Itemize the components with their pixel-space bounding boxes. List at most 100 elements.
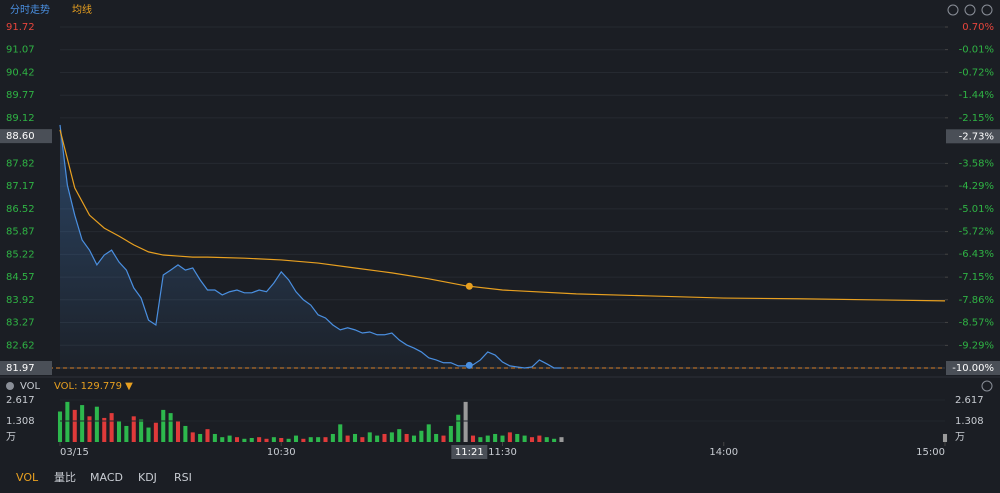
y2-tick-label: -7.15% [959, 272, 994, 283]
volume-bar [493, 433, 498, 442]
price-mark-label: 81.97 [6, 363, 35, 374]
volume-bar [323, 437, 328, 442]
volume-bar [72, 409, 77, 442]
volume-bar [456, 414, 461, 442]
x-tick-label: 15:00 [916, 447, 945, 458]
pct-mark-box [946, 129, 1000, 144]
y2-tick-label: -5.01% [959, 204, 994, 215]
volume-bar [345, 435, 350, 442]
y-tick-label: 83.27 [6, 318, 35, 329]
indicator-tab[interactable]: VOL [16, 471, 39, 484]
volume-bar [485, 435, 490, 442]
volume-bar [330, 433, 335, 442]
price-mark-label: 88.60 [6, 131, 35, 142]
volume-bar [183, 425, 188, 442]
y2-tick-label: -5.72% [959, 227, 994, 238]
vol-tick-label: 2.617 [6, 395, 35, 406]
tab-average[interactable]: 均线 [72, 3, 92, 16]
volume-bar [308, 437, 313, 442]
tab-intraday[interactable]: 分时走势 [10, 3, 50, 16]
volume-bar [80, 405, 85, 442]
y2-tick-label: -0.01% [959, 45, 994, 56]
volume-bar [264, 438, 269, 442]
vol-tick-label-right: 2.617 [955, 395, 984, 406]
pct-mark-label: -10.00% [952, 363, 994, 374]
y-tick-label: 85.22 [6, 249, 35, 260]
x-tick-label: 03/15 [60, 447, 89, 458]
vol-tick-label-right: 1.308 [955, 416, 984, 427]
volume-bar [515, 433, 520, 442]
zoom-in-icon[interactable] [981, 4, 993, 16]
volume-bar [102, 417, 107, 442]
volume-bar [227, 435, 232, 442]
y2-tick-label: -0.72% [959, 67, 994, 78]
volume-bar [212, 433, 217, 442]
volume-bar [65, 401, 70, 442]
volume-bar [375, 435, 380, 442]
reset-icon[interactable] [947, 4, 959, 16]
x-tick-label: 11:30 [488, 447, 517, 458]
volume-bar [175, 421, 181, 442]
y-tick-label: 84.57 [6, 272, 35, 283]
volume-bar [109, 413, 114, 442]
volume-bar [293, 435, 299, 442]
volume-bar [537, 435, 542, 442]
y-tick-label: 91.72 [6, 22, 35, 33]
volume-bar [131, 416, 136, 442]
close-icon[interactable] [981, 380, 993, 392]
volume-bar [942, 433, 948, 442]
vol-unit-left: 万 [6, 432, 16, 443]
volume-bar [352, 433, 358, 442]
toolbar-icons [947, 4, 993, 16]
volume-bar [441, 435, 446, 442]
vol-tick-label: 1.308 [6, 416, 35, 427]
volume-bar [205, 429, 210, 442]
volume-bar [190, 432, 195, 442]
zoom-out-icon[interactable] [964, 4, 976, 16]
y2-tick-label: -1.44% [959, 90, 994, 101]
volume-bar [397, 429, 402, 442]
pct-mark-box [946, 361, 1000, 375]
y-tick-label: 87.82 [6, 158, 35, 169]
volume-bar [419, 430, 424, 442]
vol-icon[interactable] [6, 382, 14, 390]
volume-bar [507, 432, 512, 442]
pct-mark-label: -2.73% [959, 131, 994, 142]
volume-bar [124, 425, 129, 442]
volume-bar [316, 437, 321, 442]
volume-bar [279, 437, 284, 442]
indicator-tab[interactable]: MACD [90, 471, 123, 484]
x-tick-label: 10:30 [267, 447, 296, 458]
volume-bar [522, 435, 527, 442]
volume-bar [478, 437, 483, 442]
volume-bar [360, 437, 365, 442]
volume-bar [500, 435, 505, 442]
y-tick-label: 83.92 [6, 295, 35, 306]
y-tick-label: 82.62 [6, 340, 35, 351]
x-tick-label: 14:00 [709, 447, 738, 458]
price-mark-box [0, 129, 52, 144]
vol-title: VOL [20, 381, 41, 392]
volume-bar [559, 437, 564, 442]
indicator-tab[interactable]: RSI [174, 471, 192, 484]
volume-bar [448, 425, 453, 442]
volume-bar [463, 401, 468, 442]
y2-tick-label: -8.57% [959, 317, 994, 328]
volume-bar [404, 433, 409, 442]
volume-bar [139, 419, 144, 442]
volume-bar [271, 437, 276, 442]
volume-bar [220, 437, 225, 442]
y-tick-label: 87.17 [6, 181, 35, 192]
volume-bar [153, 422, 158, 442]
volume-bar [389, 432, 394, 442]
volume-bar [198, 433, 203, 442]
volume-bar [87, 416, 92, 442]
volume-bar [146, 427, 151, 442]
crosshair-label: 11:21 [455, 447, 484, 458]
volume-bar [161, 409, 166, 442]
indicator-tab[interactable]: KDJ [138, 471, 157, 484]
indicator-tab[interactable]: 量比 [54, 471, 76, 484]
